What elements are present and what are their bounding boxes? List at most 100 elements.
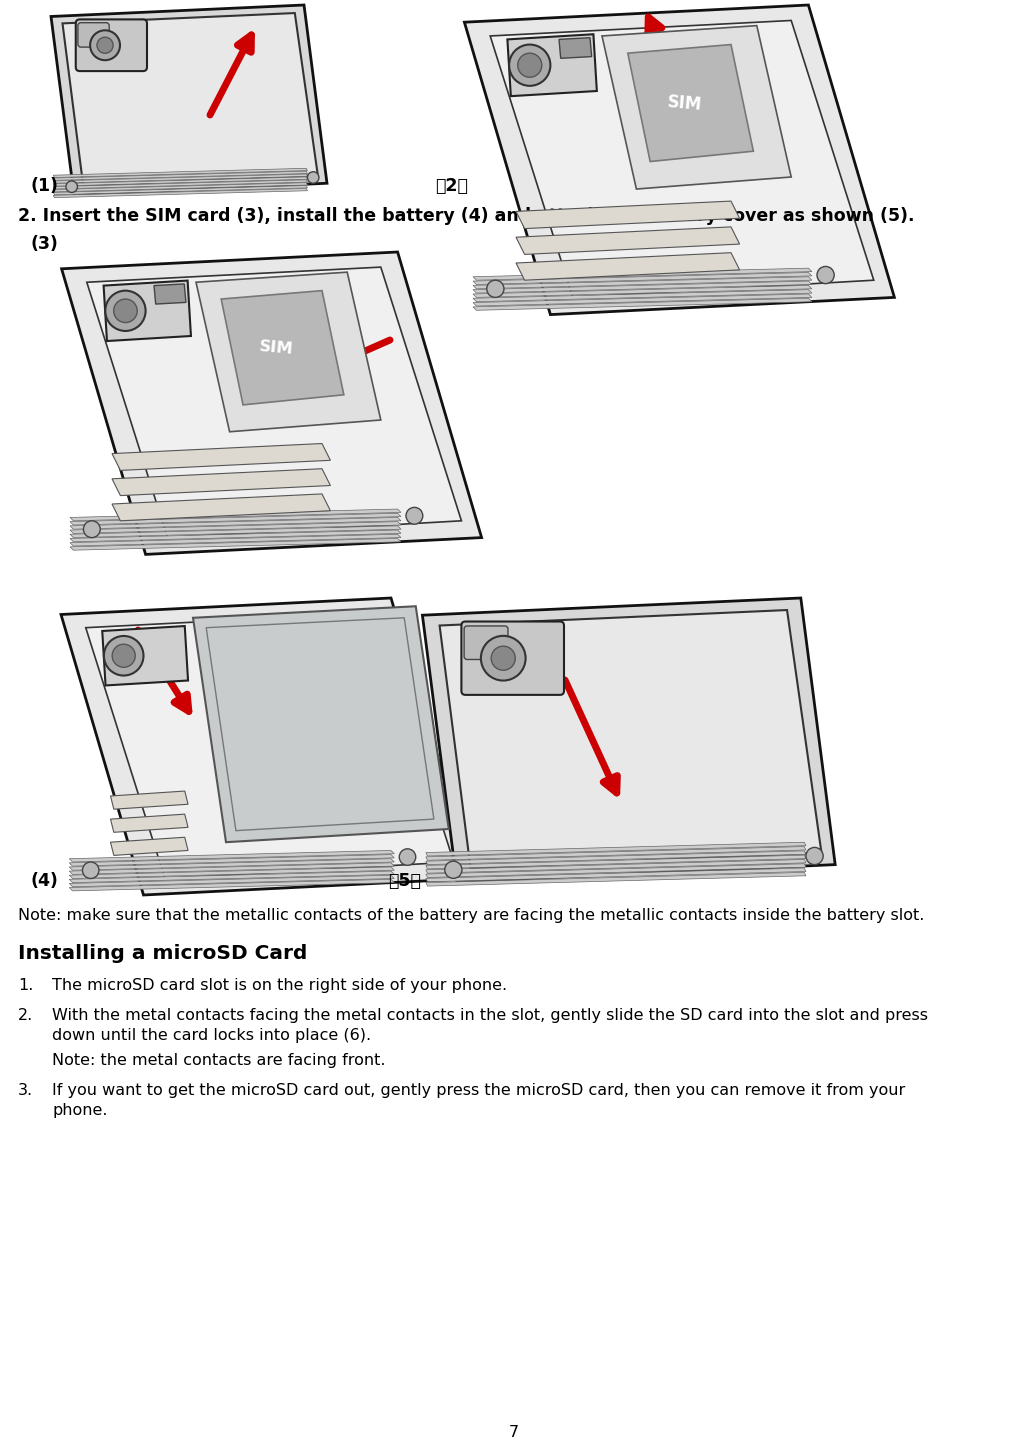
Polygon shape [104, 280, 191, 341]
Polygon shape [54, 188, 308, 197]
Polygon shape [507, 35, 597, 96]
Polygon shape [54, 174, 308, 183]
Polygon shape [54, 183, 308, 191]
Polygon shape [473, 290, 812, 302]
Polygon shape [69, 863, 394, 874]
Polygon shape [70, 526, 401, 538]
Polygon shape [51, 4, 327, 194]
Text: Note: the metal contacts are facing front.: Note: the metal contacts are facing fron… [52, 1053, 386, 1069]
Polygon shape [70, 509, 401, 521]
Circle shape [112, 644, 135, 667]
Polygon shape [602, 26, 791, 188]
Polygon shape [110, 813, 188, 832]
Polygon shape [112, 444, 330, 470]
Polygon shape [61, 597, 473, 895]
Polygon shape [516, 202, 740, 229]
Circle shape [406, 507, 423, 523]
Circle shape [806, 847, 823, 864]
Circle shape [518, 54, 542, 77]
Text: 3.: 3. [17, 1083, 33, 1098]
FancyBboxPatch shape [464, 626, 508, 660]
Polygon shape [426, 856, 806, 869]
Text: （5）: （5） [388, 871, 421, 890]
Polygon shape [516, 252, 740, 280]
Circle shape [491, 647, 516, 670]
Text: With the metal contacts facing the metal contacts in the slot, gently slide the : With the metal contacts facing the metal… [52, 1008, 928, 1024]
Polygon shape [426, 864, 806, 877]
Polygon shape [85, 613, 454, 879]
Polygon shape [69, 858, 394, 870]
Text: （2）: （2） [435, 177, 468, 194]
FancyBboxPatch shape [461, 622, 564, 695]
Polygon shape [473, 273, 812, 284]
Circle shape [91, 30, 120, 61]
Text: The microSD card slot is on the right side of your phone.: The microSD card slot is on the right si… [52, 977, 507, 993]
Polygon shape [426, 851, 806, 864]
Polygon shape [110, 837, 188, 856]
Polygon shape [473, 277, 812, 289]
Circle shape [487, 280, 504, 297]
Circle shape [105, 290, 145, 331]
Polygon shape [426, 873, 806, 886]
Polygon shape [516, 226, 740, 254]
Polygon shape [54, 186, 308, 194]
Polygon shape [54, 168, 308, 177]
Text: 2.: 2. [17, 1008, 33, 1024]
Text: down until the card locks into place (6).: down until the card locks into place (6)… [52, 1028, 371, 1043]
Circle shape [481, 637, 526, 680]
Polygon shape [154, 284, 186, 304]
Polygon shape [439, 610, 821, 869]
Circle shape [104, 637, 143, 676]
Polygon shape [559, 38, 592, 58]
Text: 1.: 1. [17, 977, 33, 993]
Text: (1): (1) [30, 177, 58, 194]
Polygon shape [102, 626, 188, 686]
Polygon shape [112, 468, 330, 496]
Polygon shape [62, 252, 482, 554]
Polygon shape [69, 854, 394, 866]
Circle shape [509, 45, 551, 86]
Polygon shape [70, 522, 401, 534]
Polygon shape [473, 281, 812, 293]
Polygon shape [86, 267, 461, 538]
Polygon shape [54, 171, 308, 180]
Circle shape [399, 848, 416, 866]
FancyBboxPatch shape [76, 19, 147, 71]
Circle shape [97, 38, 113, 54]
Polygon shape [70, 538, 401, 550]
Polygon shape [110, 792, 188, 809]
Polygon shape [473, 268, 812, 280]
Polygon shape [628, 45, 753, 161]
Polygon shape [54, 177, 308, 186]
Polygon shape [426, 847, 806, 860]
Polygon shape [426, 842, 806, 856]
Text: 7: 7 [509, 1425, 519, 1440]
Polygon shape [473, 294, 812, 306]
Text: (3): (3) [30, 235, 58, 252]
Circle shape [82, 861, 99, 879]
FancyBboxPatch shape [78, 23, 109, 46]
Polygon shape [70, 513, 401, 525]
Polygon shape [69, 851, 394, 861]
Polygon shape [69, 876, 394, 887]
Polygon shape [70, 534, 401, 547]
Polygon shape [464, 4, 894, 315]
Polygon shape [196, 273, 381, 432]
Polygon shape [69, 867, 394, 879]
Circle shape [83, 521, 100, 538]
Polygon shape [70, 531, 401, 542]
Polygon shape [473, 286, 812, 297]
Circle shape [817, 267, 835, 284]
Polygon shape [70, 518, 401, 529]
Text: phone.: phone. [52, 1103, 107, 1118]
Circle shape [113, 299, 137, 322]
Text: If you want to get the microSD card out, gently press the microSD card, then you: If you want to get the microSD card out,… [52, 1083, 906, 1098]
Polygon shape [426, 869, 806, 882]
Polygon shape [54, 180, 308, 189]
Polygon shape [193, 606, 449, 842]
Polygon shape [490, 20, 874, 297]
Polygon shape [69, 879, 394, 890]
Polygon shape [221, 290, 344, 405]
Text: Installing a microSD Card: Installing a microSD Card [17, 944, 308, 963]
Circle shape [308, 171, 319, 183]
